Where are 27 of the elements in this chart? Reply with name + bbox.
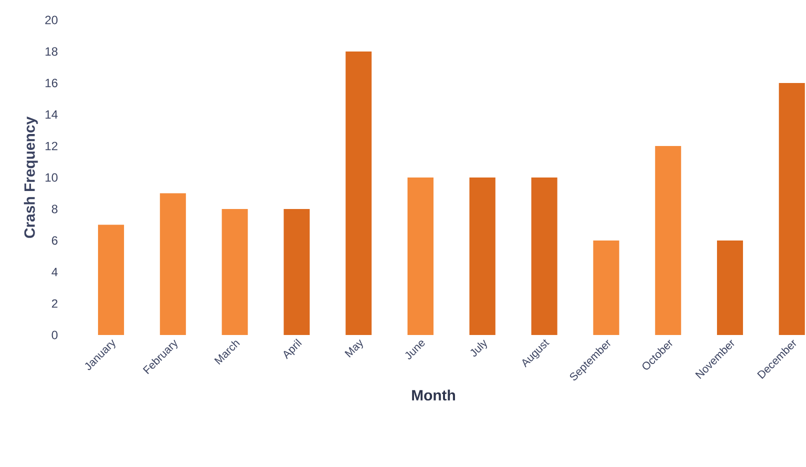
y-axis-title: Crash Frequency <box>24 116 38 238</box>
y-tick-label: 2 <box>52 299 58 308</box>
y-tick-label: 16 <box>46 78 58 88</box>
bar <box>469 177 496 335</box>
y-tick-label: 20 <box>45 16 58 24</box>
bar <box>408 177 434 335</box>
bar <box>222 208 248 335</box>
x-tick-label: July <box>470 340 487 357</box>
bar <box>284 208 310 335</box>
bar <box>346 51 372 335</box>
bar <box>98 224 124 335</box>
x-axis-title: Month <box>412 390 455 401</box>
y-tick-label: 18 <box>46 47 58 56</box>
bar <box>160 193 186 335</box>
y-tick-label: 10 <box>46 173 58 182</box>
y-tick-label: 14 <box>46 110 58 119</box>
y-tick-label: 0 <box>52 330 58 340</box>
bar <box>655 146 682 335</box>
y-tick-label: 4 <box>52 268 58 276</box>
y-tick-label: 12 <box>46 142 58 150</box>
y-tick-label: 6 <box>52 236 58 245</box>
bar <box>716 240 743 335</box>
bar <box>778 82 805 335</box>
bar <box>593 240 620 335</box>
bar <box>531 177 558 335</box>
y-tick-label: 8 <box>52 204 58 214</box>
x-tick-label: May <box>344 339 363 358</box>
